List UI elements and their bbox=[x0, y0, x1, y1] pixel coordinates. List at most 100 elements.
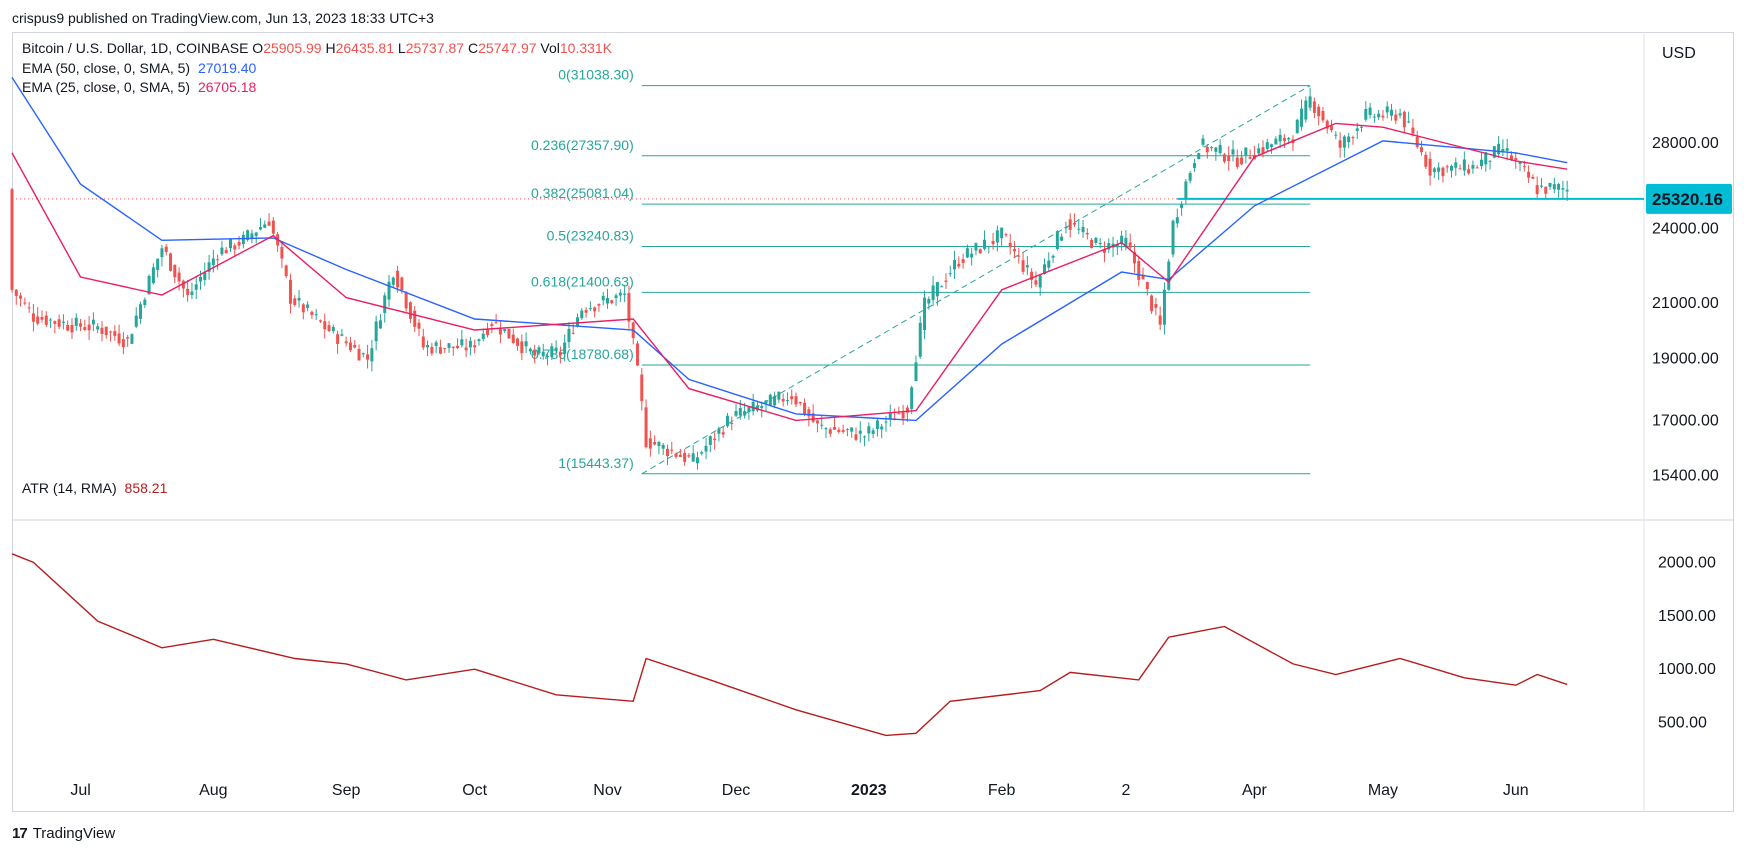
candle-body bbox=[370, 348, 374, 362]
candle-body bbox=[1445, 166, 1449, 168]
time-tick-label: Oct bbox=[462, 782, 487, 799]
atr-legend[interactable]: ATR (14, RMA) 858.21 bbox=[22, 480, 167, 496]
candle-body bbox=[1385, 106, 1389, 113]
candle-body bbox=[1274, 138, 1278, 145]
candle-body bbox=[820, 424, 824, 426]
candle-body bbox=[884, 421, 888, 423]
candle-body bbox=[704, 445, 708, 452]
candle-body bbox=[841, 429, 845, 432]
symbol-legend: Bitcoin / U.S. Dollar, 1D, COINBASE O259… bbox=[22, 40, 612, 56]
candle-body bbox=[1192, 163, 1196, 168]
candle-body bbox=[1454, 162, 1458, 168]
candle-body bbox=[1458, 168, 1462, 170]
time-tick-label: May bbox=[1368, 782, 1398, 799]
candle-body bbox=[914, 362, 918, 382]
candle-body bbox=[1325, 120, 1329, 129]
symbol-title[interactable]: Bitcoin / U.S. Dollar, 1D, COINBASE bbox=[22, 40, 249, 56]
candle-body bbox=[743, 411, 747, 416]
atr-label: ATR (14, RMA) bbox=[22, 480, 117, 496]
candle-body bbox=[1381, 115, 1385, 118]
candle-body bbox=[725, 415, 729, 427]
candle-body bbox=[61, 321, 65, 323]
candle-body bbox=[258, 227, 262, 230]
candle-body bbox=[327, 325, 331, 332]
candle-body bbox=[1150, 295, 1154, 312]
candle-body bbox=[396, 270, 400, 288]
candle-body bbox=[571, 332, 575, 334]
candle-body bbox=[880, 426, 884, 430]
tradingview-footer[interactable]: 17 TradingView bbox=[12, 825, 115, 842]
candle-body bbox=[121, 339, 125, 348]
candle-body bbox=[468, 340, 472, 348]
candle-body bbox=[635, 343, 639, 366]
candle-body bbox=[1334, 134, 1338, 136]
candle-body bbox=[978, 249, 982, 254]
candle-body bbox=[156, 258, 160, 270]
candle-body bbox=[203, 272, 207, 281]
candle-body bbox=[755, 405, 759, 411]
candle-body bbox=[1068, 219, 1072, 230]
candle-body bbox=[323, 321, 327, 330]
candle-body bbox=[1449, 165, 1453, 171]
ema25-legend[interactable]: EMA (25, close, 0, SMA, 5) 26705.18 bbox=[22, 79, 256, 95]
candle-body bbox=[383, 295, 387, 313]
candle-body bbox=[237, 241, 241, 246]
candle-body bbox=[1175, 217, 1179, 224]
candle-body bbox=[785, 400, 789, 402]
candle-body bbox=[777, 392, 781, 400]
candle-body bbox=[1055, 231, 1059, 250]
candle-body bbox=[944, 280, 948, 282]
candle-body bbox=[897, 413, 901, 415]
candle-body bbox=[721, 432, 725, 435]
tradingview-logo-icon: 17 bbox=[12, 825, 28, 842]
candle-body bbox=[1085, 232, 1089, 235]
candle-body bbox=[1038, 275, 1042, 288]
candle-body bbox=[353, 344, 357, 348]
candle-body bbox=[1072, 223, 1076, 225]
candle-body bbox=[1162, 289, 1166, 325]
candle-body bbox=[109, 331, 113, 333]
candle-body bbox=[781, 398, 785, 402]
ema25-label: EMA (25, close, 0, SMA, 5) bbox=[22, 79, 191, 95]
atr-tick-label: 500.00 bbox=[1658, 715, 1707, 732]
candle-body bbox=[1394, 114, 1398, 121]
candle-body bbox=[263, 224, 267, 228]
candle-body bbox=[1278, 134, 1282, 142]
candle-body bbox=[23, 302, 27, 304]
candle-body bbox=[194, 284, 198, 290]
candle-body bbox=[700, 452, 704, 454]
candle-body bbox=[503, 329, 507, 332]
candle-body bbox=[516, 338, 520, 346]
candle-body bbox=[1509, 155, 1513, 161]
candle-body bbox=[70, 324, 74, 333]
candle-body bbox=[768, 394, 772, 407]
fib-level-label: 0.382(25081.04) bbox=[531, 185, 634, 201]
candle-body bbox=[421, 336, 425, 348]
candle-body bbox=[1467, 169, 1471, 174]
candle-body bbox=[533, 350, 537, 356]
candle-body bbox=[773, 396, 777, 406]
candle-body bbox=[1098, 243, 1102, 245]
candle-body bbox=[627, 292, 631, 322]
candle-body bbox=[807, 409, 811, 417]
candle-body bbox=[576, 317, 580, 326]
candle-body bbox=[1042, 264, 1046, 275]
candle-body bbox=[438, 347, 442, 354]
candle-body bbox=[1415, 136, 1419, 147]
candle-body bbox=[828, 429, 832, 434]
candle-body bbox=[1522, 166, 1526, 168]
candle-body bbox=[674, 453, 678, 457]
candle-body bbox=[1081, 226, 1085, 233]
candle-body bbox=[957, 263, 961, 267]
candle-body bbox=[528, 348, 532, 352]
candle-body bbox=[1531, 176, 1535, 179]
candle-body bbox=[541, 351, 545, 357]
candle-body bbox=[918, 322, 922, 357]
candle-body bbox=[1154, 304, 1158, 308]
ema50-legend[interactable]: EMA (50, close, 0, SMA, 5) 27019.40 bbox=[22, 60, 256, 76]
candle-body bbox=[1180, 204, 1184, 209]
candle-body bbox=[803, 402, 807, 415]
price-tick-label: 28000.00 bbox=[1652, 135, 1719, 152]
candle-body bbox=[1158, 315, 1162, 325]
